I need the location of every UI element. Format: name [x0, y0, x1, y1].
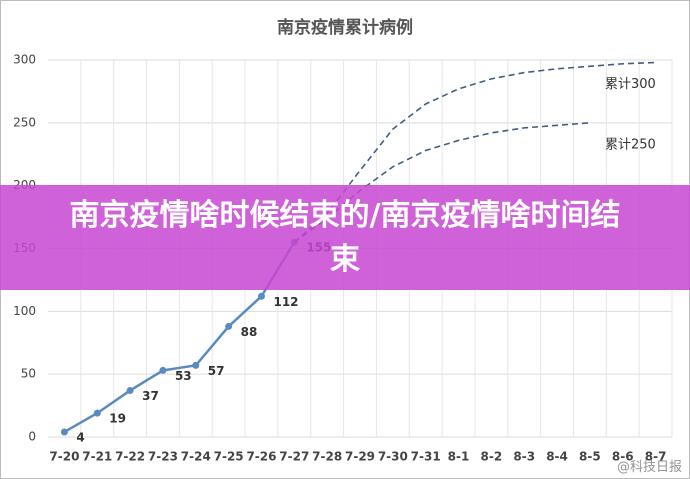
y-tick-label: 300: [13, 53, 36, 67]
x-tick-label: 8-6: [612, 450, 634, 464]
y-tick-label: 50: [21, 367, 36, 381]
chart-title: 南京疫情累计病例: [277, 17, 413, 38]
y-tick-label: 250: [13, 115, 36, 129]
x-tick-label: 7-31: [411, 450, 441, 464]
x-tick-label: 7-20: [49, 450, 79, 464]
data-label: 88: [241, 325, 258, 339]
series-label: 累计300: [605, 77, 656, 92]
data-label: 37: [142, 389, 159, 403]
x-tick-label: 7-26: [246, 450, 276, 464]
x-tick-label: 7-22: [115, 450, 145, 464]
banner-text: 南京疫情啥时候结束的/南京疫情啥时间结束: [69, 197, 621, 277]
x-tick-label: 8-5: [579, 450, 601, 464]
data-point: [257, 292, 265, 300]
y-tick-label: 0: [28, 430, 36, 444]
data-point: [225, 322, 233, 330]
data-point: [126, 387, 134, 395]
y-tick-label: 100: [13, 304, 36, 318]
data-label: 4: [76, 430, 84, 444]
data-point: [192, 361, 200, 369]
x-tick-label: 7-21: [82, 450, 112, 464]
data-label: 53: [175, 369, 192, 383]
banner: 南京疫情啥时候结束的/南京疫情啥时间结束: [0, 185, 690, 290]
x-tick-label: 8-7: [645, 450, 667, 464]
data-label: 19: [109, 412, 126, 426]
x-tick-label: 7-24: [181, 450, 211, 464]
x-tick-label: 7-27: [279, 450, 309, 464]
x-tick-label: 7-25: [214, 450, 244, 464]
data-line: [63, 241, 296, 434]
x-tick-label: 7-29: [345, 450, 375, 464]
x-tick-label: 8-2: [481, 450, 503, 464]
x-tick-label: 7-23: [148, 450, 178, 464]
x-tick-label: 7-28: [312, 450, 342, 464]
x-tick-label: 8-4: [546, 450, 568, 464]
projection-line: [293, 61, 656, 243]
data-label: 57: [208, 364, 225, 378]
x-tick-label: 7-30: [378, 450, 408, 464]
watermark: @科技日报: [616, 460, 682, 475]
data-point: [93, 409, 101, 417]
data-point: [60, 428, 68, 436]
data-label: 112: [273, 295, 298, 309]
data-point: [159, 366, 167, 374]
x-tick-label: 8-1: [448, 450, 470, 464]
x-tick-label: 8-3: [513, 450, 535, 464]
series-label: 累计250: [605, 137, 656, 152]
